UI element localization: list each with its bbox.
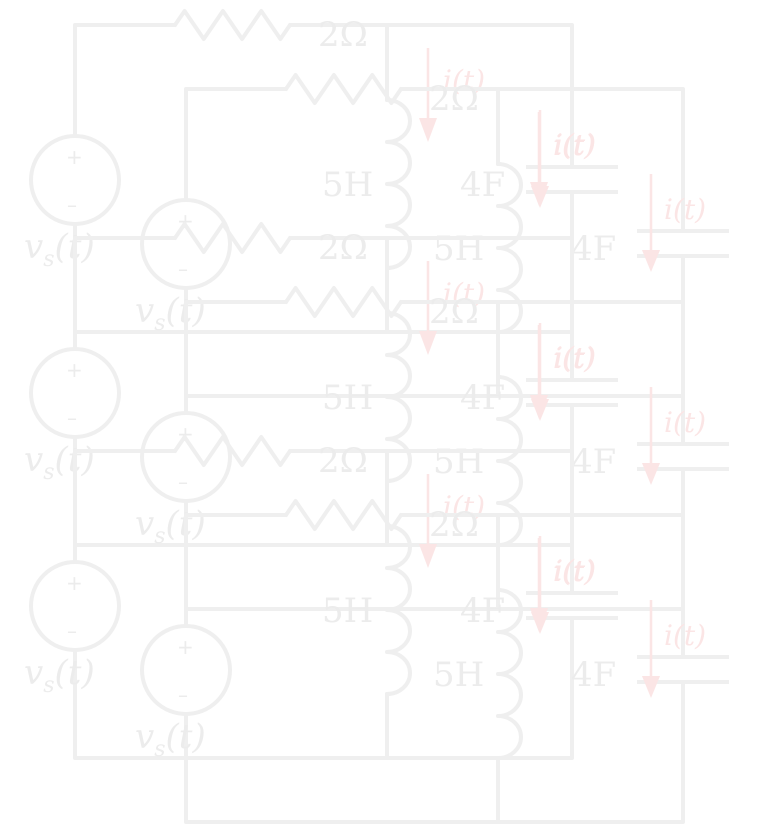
wire-top	[288, 449, 574, 595]
wire-top	[399, 513, 685, 659]
current-label-capacitor: i(t)	[664, 619, 706, 652]
voltage-source	[140, 624, 232, 716]
inductor-label: 5H	[433, 442, 484, 482]
current-label-inductor: i(t)	[554, 341, 596, 374]
current-arrowhead-capacitor	[642, 676, 660, 698]
current-label-capacitor: i(t)	[664, 193, 706, 226]
source-plus-sign: +	[66, 145, 83, 169]
capacitor-label: 4F	[460, 165, 505, 205]
resistor-label: 2Ω	[429, 292, 479, 332]
inductor-label: 5H	[433, 229, 484, 269]
source-label: vs(t)	[24, 440, 95, 485]
voltage-source	[140, 411, 232, 503]
resistor	[284, 286, 403, 318]
resistor-label: 2Ω	[429, 79, 479, 119]
capacitor-label: 4F	[571, 229, 616, 269]
resistor	[173, 435, 292, 467]
source-plus-sign: +	[66, 571, 83, 595]
wire-left-top	[73, 236, 177, 390]
source-minus-sign: –	[178, 470, 188, 494]
current-arrowhead-inductor	[419, 544, 437, 568]
capacitor-label: 4F	[460, 591, 505, 631]
source-minus-sign: –	[67, 193, 77, 217]
inductor	[385, 311, 412, 483]
inductor	[496, 162, 523, 334]
current-arrowhead-inductor	[530, 395, 548, 419]
wire-bottom	[184, 680, 685, 824]
current-arrowhead-capacitor	[642, 463, 660, 485]
inductor-label: 5H	[433, 655, 484, 695]
current-label-inductor: i(t)	[443, 64, 485, 97]
current-label-inductor: i(t)	[443, 490, 485, 523]
resistor-label: 2Ω	[318, 441, 368, 481]
capacitor-label: 4F	[571, 442, 616, 482]
current-label-capacitor: i(t)	[553, 129, 595, 162]
wire-top	[399, 87, 685, 233]
current-label-inductor: i(t)	[554, 128, 596, 161]
source-label: vs(t)	[135, 717, 206, 762]
inductor	[385, 98, 412, 270]
wire-left-top	[184, 87, 288, 241]
inductor-label: 5H	[322, 378, 373, 418]
circuit-copy-1: + – vs(t) 2Ω 5H 4F i(t) i(t)	[24, 9, 618, 334]
voltage-source	[140, 198, 232, 290]
source-label: vs(t)	[24, 653, 95, 698]
capacitor-label: 4F	[571, 655, 616, 695]
voltage-source	[29, 560, 121, 652]
inductor	[496, 375, 523, 547]
wire-left-top	[73, 23, 177, 177]
source-minus-sign: –	[178, 683, 188, 707]
voltage-source	[29, 134, 121, 226]
current-arrowhead-inductor	[419, 118, 437, 142]
source-label: vs(t)	[24, 227, 95, 272]
inductor-label: 5H	[322, 165, 373, 205]
current-arrowhead-inductor	[419, 331, 437, 355]
current-label-capacitor: i(t)	[553, 342, 595, 375]
current-arrowhead-inductor	[530, 608, 548, 632]
source-minus-sign: –	[67, 406, 77, 430]
wire-top	[288, 236, 574, 382]
current-arrowhead-inductor	[530, 182, 548, 206]
wire-left-top	[73, 449, 177, 603]
resistor-label: 2Ω	[318, 228, 368, 268]
circuit-copy-6: + – vs(t) 2Ω 5H 4F i(t) i(t)	[135, 499, 729, 824]
source-minus-sign: –	[178, 257, 188, 281]
current-label-capacitor: i(t)	[664, 406, 706, 439]
circuit-copy-3: + – vs(t) 2Ω 5H 4F i(t) i(t)	[24, 222, 618, 547]
wire-left-top	[184, 300, 288, 454]
current-label-inductor: i(t)	[554, 554, 596, 587]
current-label-capacitor: i(t)	[553, 555, 595, 588]
inductor-label: 5H	[322, 591, 373, 631]
resistor	[284, 499, 403, 531]
current-arrowhead-capacitor	[642, 250, 660, 272]
resistor-label: 2Ω	[318, 15, 368, 55]
resistor	[284, 73, 403, 105]
source-plus-sign: +	[66, 358, 83, 382]
current-label-inductor: i(t)	[443, 277, 485, 310]
voltage-source	[29, 347, 121, 439]
capacitor-label: 4F	[460, 378, 505, 418]
wire-left-top	[184, 513, 288, 667]
resistor	[173, 9, 292, 41]
inductor	[385, 524, 412, 696]
source-minus-sign: –	[67, 619, 77, 643]
resistor-label: 2Ω	[429, 505, 479, 545]
inductor	[496, 588, 523, 760]
source-label: vs(t)	[135, 291, 206, 336]
resistor	[173, 222, 292, 254]
wire-top	[288, 23, 574, 169]
wire-bottom	[73, 616, 574, 760]
circuit-copy-5: + – vs(t) 2Ω 5H 4F i(t) i(t)	[24, 435, 618, 760]
source-label: vs(t)	[135, 504, 206, 549]
source-plus-sign: +	[177, 635, 194, 659]
wire-top	[399, 300, 685, 446]
